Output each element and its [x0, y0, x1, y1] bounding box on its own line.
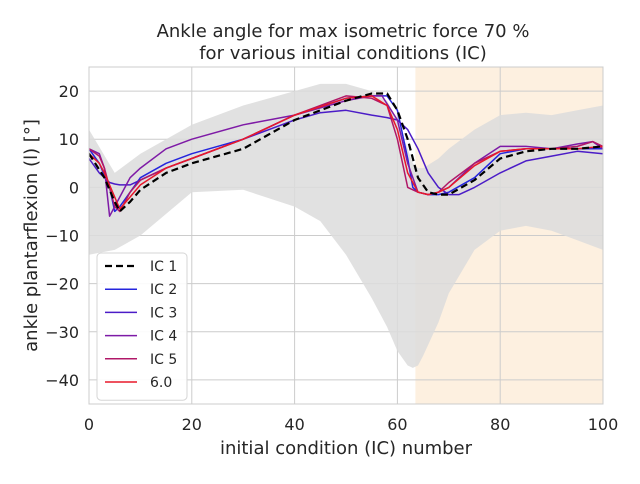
x-tick-label: 20: [182, 415, 202, 434]
legend-label: IC 2: [150, 282, 177, 298]
series-line-ic-3: [89, 109, 603, 196]
x-axis-label: initial condition (IC) number: [220, 438, 473, 459]
y-tick-label: −30: [45, 323, 79, 342]
chart-title-line-2: for various initial conditions (IC): [199, 43, 487, 64]
y-tick-label: −10: [45, 227, 79, 246]
x-tick-labels: 0 20 40 60 80 100: [84, 415, 618, 434]
x-tick-label: 80: [490, 415, 510, 434]
y-tick-labels: −40 −30 −20 −10 0 10 20: [45, 82, 79, 390]
legend-label: IC 1: [150, 259, 177, 275]
legend-label: IC 5: [150, 352, 177, 368]
series-lines: [89, 92, 603, 217]
legend: IC 1 IC 2 IC 3 IC 4 IC 5 6.0: [96, 252, 188, 401]
series-line-ic-4: [89, 95, 603, 217]
legend-label: 6.0: [150, 375, 172, 391]
y-tick-label: 0: [69, 178, 79, 197]
x-tick-label: 40: [284, 415, 304, 434]
x-tick-label: 0: [84, 415, 94, 434]
series-line-ic-2: [89, 95, 603, 213]
series-line-6.0: [89, 95, 603, 210]
chart-title-line-1: Ankle angle for max isometric force 70 %: [157, 21, 530, 42]
x-tick-label: 100: [588, 415, 619, 434]
y-tick-label: 10: [59, 130, 79, 149]
legend-box: [96, 252, 188, 401]
legend-label: IC 4: [150, 329, 177, 345]
y-tick-label: −40: [45, 371, 79, 390]
y-axis-label: ankle plantarflexion (l) [°]: [21, 119, 42, 352]
x-tick-label: 60: [387, 415, 407, 434]
y-tick-label: 20: [59, 82, 79, 101]
variance-band: [89, 83, 603, 368]
y-tick-label: −20: [45, 275, 79, 294]
legend-label: IC 3: [150, 305, 177, 321]
plot-frame: [88, 66, 604, 405]
series-line-ic-1: [89, 92, 603, 213]
